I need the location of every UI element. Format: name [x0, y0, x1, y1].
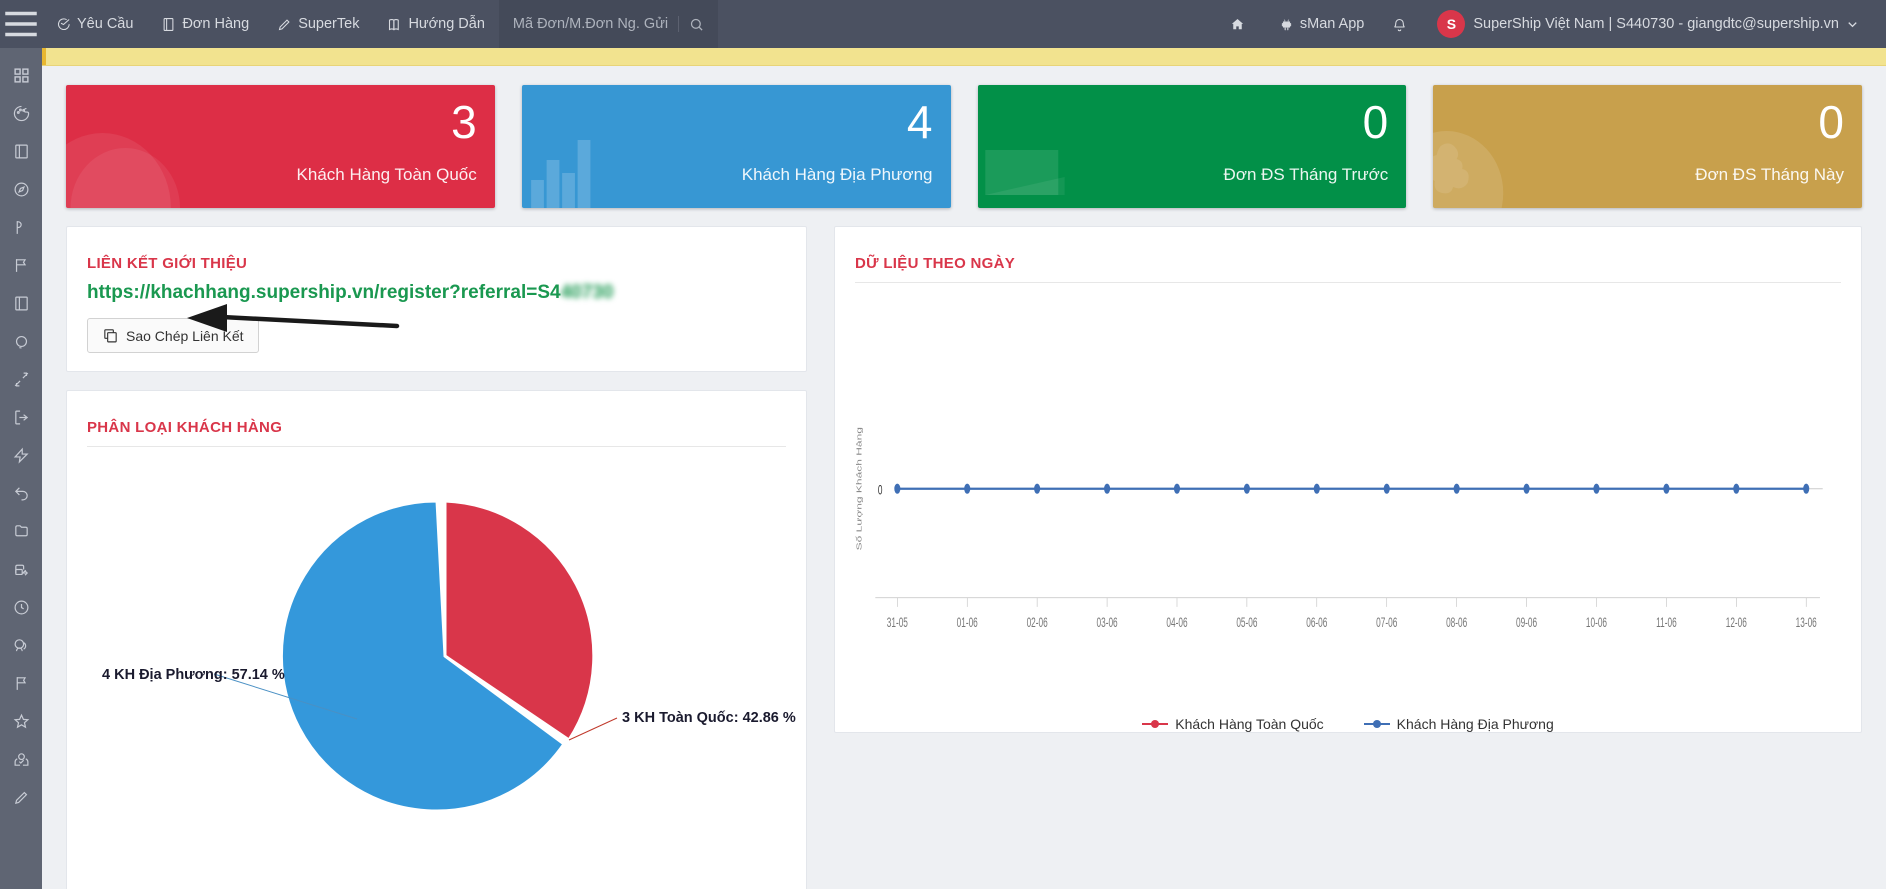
svg-text:05-06: 05-06: [1236, 616, 1257, 631]
svg-text:11-06: 11-06: [1656, 616, 1677, 631]
svg-text:09-06: 09-06: [1516, 616, 1537, 631]
svg-text:08-06: 08-06: [1446, 616, 1467, 631]
svg-text:13-06: 13-06: [1796, 616, 1817, 631]
svg-text:10-06: 10-06: [1586, 616, 1607, 631]
svg-text:0: 0: [878, 483, 883, 498]
svg-text:02-06: 02-06: [1027, 616, 1048, 631]
svg-text:04-06: 04-06: [1166, 616, 1187, 631]
svg-text:03-06: 03-06: [1097, 616, 1118, 631]
svg-text:31-05: 31-05: [887, 616, 908, 631]
svg-text:3 KH Toàn Quốc: 42.86 %: 3 KH Toàn Quốc: 42.86 %: [622, 710, 796, 726]
svg-text:4 KH Địa Phương: 57.14 %: 4 KH Địa Phương: 57.14 %: [102, 667, 285, 683]
svg-text:12-06: 12-06: [1726, 616, 1747, 631]
svg-text:Số Lượng Khách Hàng: Số Lượng Khách Hàng: [856, 427, 864, 550]
svg-text:06-06: 06-06: [1306, 616, 1327, 631]
svg-text:07-06: 07-06: [1376, 616, 1397, 631]
svg-text:01-06: 01-06: [957, 616, 978, 631]
